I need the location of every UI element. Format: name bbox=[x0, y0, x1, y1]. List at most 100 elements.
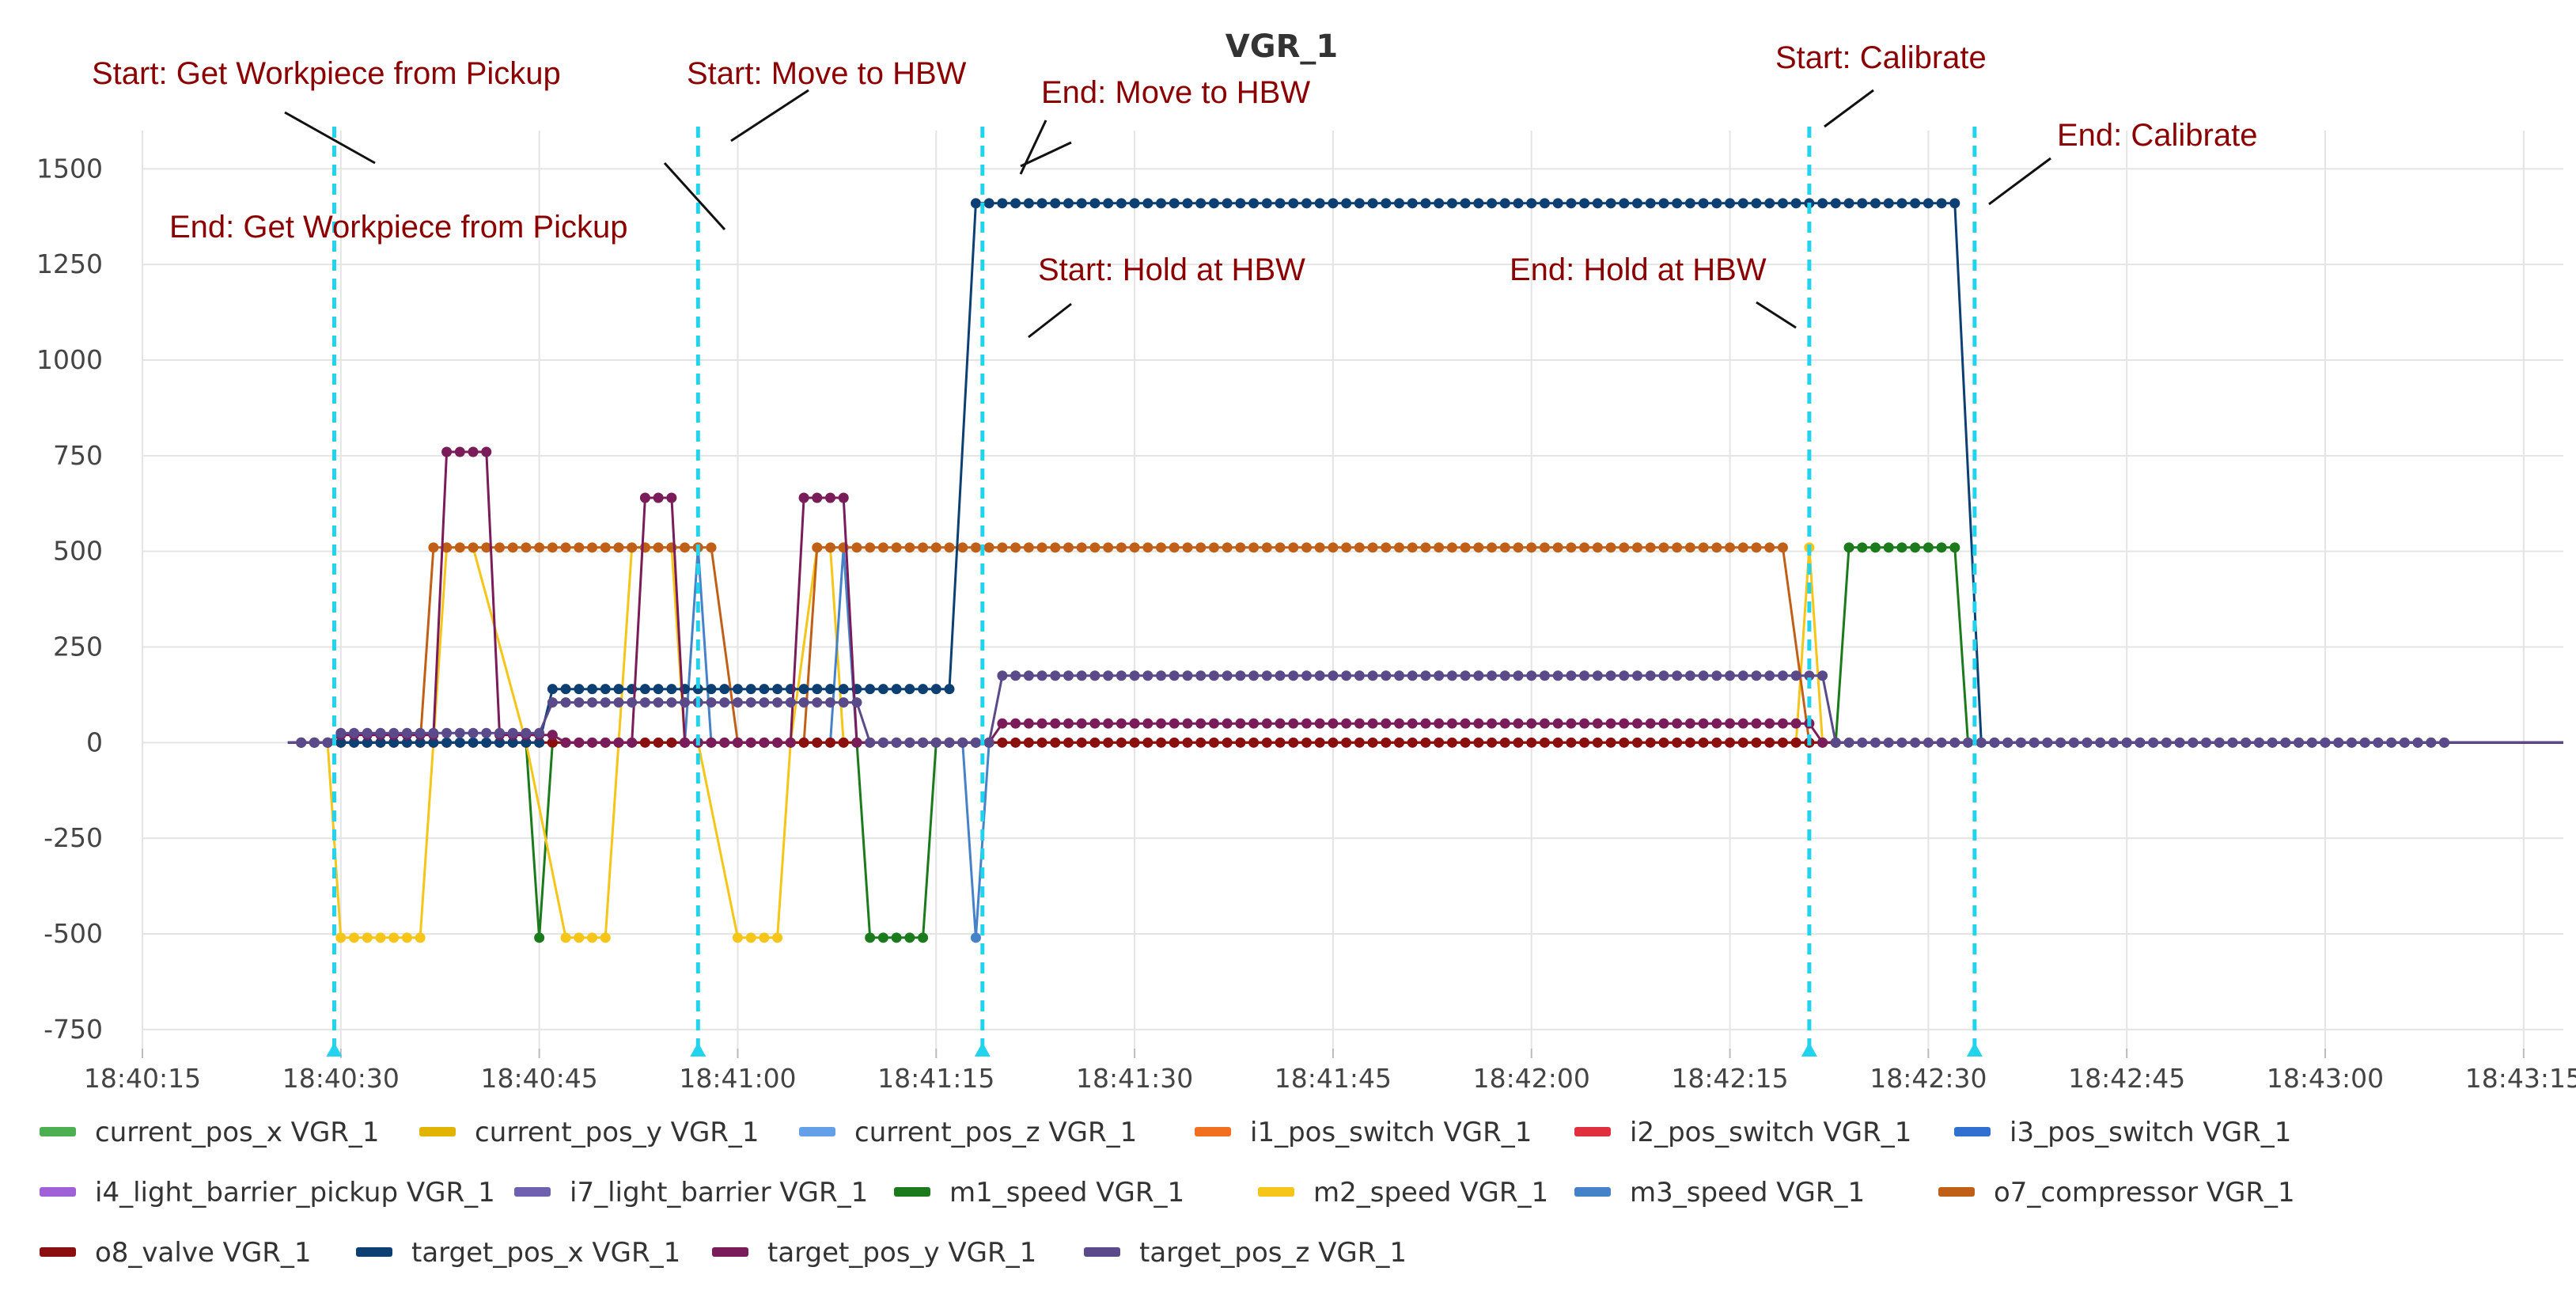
series-point bbox=[2386, 737, 2397, 748]
series-point bbox=[587, 684, 598, 695]
series-point bbox=[1552, 542, 1563, 553]
legend-label[interactable]: target_pos_y VGR_1 bbox=[767, 1237, 1036, 1269]
series-point bbox=[1434, 718, 1445, 729]
series-point bbox=[1010, 737, 1021, 748]
legend-item[interactable]: o7_compressor VGR_1 bbox=[1938, 1177, 2295, 1208]
legend-item[interactable]: target_pos_z VGR_1 bbox=[1084, 1237, 1407, 1269]
series-point bbox=[666, 492, 677, 503]
legend-label[interactable]: m3_speed VGR_1 bbox=[1630, 1177, 1865, 1208]
series-point bbox=[415, 727, 426, 738]
legend-item[interactable]: m1_speed VGR_1 bbox=[894, 1177, 1184, 1208]
series-point bbox=[1420, 737, 1431, 748]
series-point bbox=[706, 684, 717, 695]
legend-item[interactable]: current_pos_x VGR_1 bbox=[40, 1117, 380, 1148]
series-point bbox=[1619, 737, 1630, 748]
series-point bbox=[1182, 718, 1193, 729]
series-point bbox=[1526, 737, 1537, 748]
series-point bbox=[1487, 670, 1498, 681]
legend-label[interactable]: target_pos_z VGR_1 bbox=[1139, 1237, 1407, 1269]
legend-item[interactable]: target_pos_x VGR_1 bbox=[356, 1237, 680, 1269]
series-point bbox=[1314, 718, 1325, 729]
legend-label[interactable]: i4_light_barrier_pickup VGR_1 bbox=[95, 1177, 495, 1208]
legend-label[interactable]: i1_pos_switch VGR_1 bbox=[1250, 1117, 1532, 1148]
series-point bbox=[1446, 670, 1457, 681]
series-point bbox=[1645, 670, 1656, 681]
legend-label[interactable]: current_pos_x VGR_1 bbox=[95, 1117, 380, 1148]
series-point bbox=[1341, 670, 1352, 681]
series-point bbox=[825, 697, 836, 708]
legend-item[interactable]: i7_light_barrier VGR_1 bbox=[514, 1177, 868, 1208]
series-point bbox=[600, 737, 611, 748]
legend-item[interactable]: i2_pos_switch VGR_1 bbox=[1574, 1117, 1911, 1148]
legend-label[interactable]: i7_light_barrier VGR_1 bbox=[570, 1177, 868, 1208]
series-point bbox=[957, 542, 968, 553]
series-point bbox=[1446, 198, 1457, 209]
series-point bbox=[904, 932, 915, 943]
series-point bbox=[772, 932, 783, 943]
series-point bbox=[970, 737, 981, 748]
legend-label[interactable]: current_pos_y VGR_1 bbox=[475, 1117, 760, 1148]
legend-item[interactable]: target_pos_y VGR_1 bbox=[712, 1237, 1036, 1269]
series-point bbox=[2082, 737, 2093, 748]
series-point bbox=[388, 932, 400, 943]
series-point bbox=[825, 684, 836, 695]
y-tick-label: 1000 bbox=[36, 344, 103, 375]
series-point bbox=[1658, 198, 1669, 209]
series-point bbox=[1341, 542, 1352, 553]
series-point bbox=[1751, 737, 1762, 748]
legend-label[interactable]: target_pos_x VGR_1 bbox=[411, 1237, 680, 1269]
annotation-label: End: Calibrate bbox=[2057, 118, 2257, 153]
legend-label[interactable]: i3_pos_switch VGR_1 bbox=[2010, 1117, 2291, 1148]
legend-label[interactable]: m1_speed VGR_1 bbox=[949, 1177, 1184, 1208]
series-point bbox=[865, 684, 876, 695]
series-point bbox=[812, 697, 823, 708]
legend-item[interactable]: i1_pos_switch VGR_1 bbox=[1195, 1117, 1532, 1148]
series-point bbox=[1089, 718, 1100, 729]
series-point bbox=[1658, 737, 1669, 748]
series-point bbox=[1010, 718, 1021, 729]
legend-label[interactable]: i2_pos_switch VGR_1 bbox=[1630, 1117, 1911, 1148]
series-point bbox=[1328, 198, 1339, 209]
legend-item[interactable]: m2_speed VGR_1 bbox=[1258, 1177, 1548, 1208]
series-point bbox=[719, 697, 730, 708]
series-point bbox=[1420, 198, 1431, 209]
legend-item[interactable]: i3_pos_switch VGR_1 bbox=[1954, 1117, 2291, 1148]
series-point bbox=[745, 932, 756, 943]
y-tick-label: 750 bbox=[53, 440, 103, 471]
legend-item[interactable]: m3_speed VGR_1 bbox=[1574, 1177, 1865, 1208]
series-point bbox=[838, 684, 849, 695]
series-point bbox=[970, 932, 981, 943]
legend-item[interactable]: o8_valve VGR_1 bbox=[40, 1237, 312, 1269]
annotation-label: End: Hold at HBW bbox=[1510, 252, 1767, 287]
series-point bbox=[1036, 737, 1047, 748]
legend-item[interactable]: i4_light_barrier_pickup VGR_1 bbox=[40, 1177, 495, 1208]
legend-item[interactable]: current_pos_y VGR_1 bbox=[419, 1117, 760, 1148]
legend-swatch bbox=[40, 1187, 76, 1197]
legend-item[interactable]: current_pos_z VGR_1 bbox=[799, 1117, 1137, 1148]
legend-label[interactable]: m2_speed VGR_1 bbox=[1313, 1177, 1548, 1208]
legend-label[interactable]: o8_valve VGR_1 bbox=[95, 1237, 312, 1269]
series-point bbox=[1023, 718, 1034, 729]
series-point bbox=[481, 446, 492, 457]
legend-label[interactable]: current_pos_z VGR_1 bbox=[854, 1117, 1137, 1148]
series-point bbox=[1989, 737, 2000, 748]
x-tick-label: 18:42:15 bbox=[1671, 1063, 1788, 1094]
series-point bbox=[600, 542, 611, 553]
series-point bbox=[1089, 737, 1100, 748]
series-point bbox=[1367, 737, 1378, 748]
series-point bbox=[666, 737, 677, 748]
series-point bbox=[534, 542, 545, 553]
legend-layer[interactable]: current_pos_x VGR_1 current_pos_y VGR_1 cu… bbox=[40, 1117, 2295, 1269]
event-marker-triangle bbox=[690, 1042, 707, 1057]
legend-label[interactable]: o7_compressor VGR_1 bbox=[1994, 1177, 2295, 1208]
series-point bbox=[1764, 670, 1775, 681]
series-point bbox=[1010, 670, 1021, 681]
series-point bbox=[944, 737, 955, 748]
series-point bbox=[362, 727, 373, 738]
legend-swatch bbox=[356, 1247, 392, 1257]
annotation-pointer bbox=[1019, 120, 1047, 175]
series-line bbox=[287, 546, 2563, 744]
series-point bbox=[1367, 198, 1378, 209]
series-point bbox=[1407, 737, 1418, 748]
annotation-layer: Start: Get Workpiece from Pickup End: Get… bbox=[92, 40, 2257, 339]
